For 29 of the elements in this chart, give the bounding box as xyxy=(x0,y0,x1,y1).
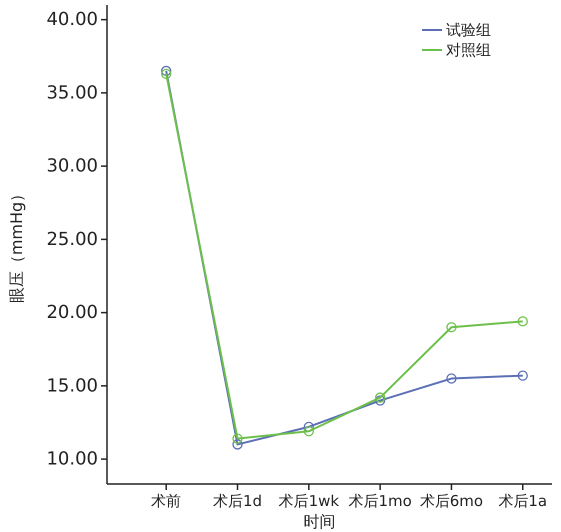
point xyxy=(161,68,172,79)
x-tick-label: 术后6mo xyxy=(420,492,484,510)
legend-label: 试验组 xyxy=(446,21,491,39)
x-tick-label: 术后1d xyxy=(212,492,262,510)
y-axis-title: 眼压（mmHg） xyxy=(7,186,26,304)
y-tick-label: 30.00 xyxy=(46,156,98,177)
point xyxy=(374,392,386,403)
legend-label: 对照组 xyxy=(446,41,491,59)
y-tick-label: 10.00 xyxy=(46,448,98,470)
point xyxy=(446,322,457,332)
point xyxy=(161,66,172,76)
x-tick-label: 术前 xyxy=(151,492,182,510)
x-tick-label: 术后1a xyxy=(498,492,548,510)
point xyxy=(304,422,314,432)
y-tick-label: 15.00 xyxy=(46,375,98,396)
point xyxy=(304,426,314,436)
y-tick-label: 40.00 xyxy=(46,9,98,30)
x-axis-title: 时间 xyxy=(304,512,336,531)
y-tick-label: 20.00 xyxy=(46,302,98,324)
point xyxy=(374,395,386,406)
point xyxy=(518,316,528,327)
point xyxy=(446,373,457,384)
y-tick-label: 35.00 xyxy=(46,82,98,104)
y-tick-label: 25.00 xyxy=(46,228,98,250)
x-tick-label: 术后1mo xyxy=(348,492,412,510)
point xyxy=(232,439,243,450)
point xyxy=(232,433,243,444)
point xyxy=(518,370,528,381)
x-tick-label: 术后1wk xyxy=(278,492,340,510)
